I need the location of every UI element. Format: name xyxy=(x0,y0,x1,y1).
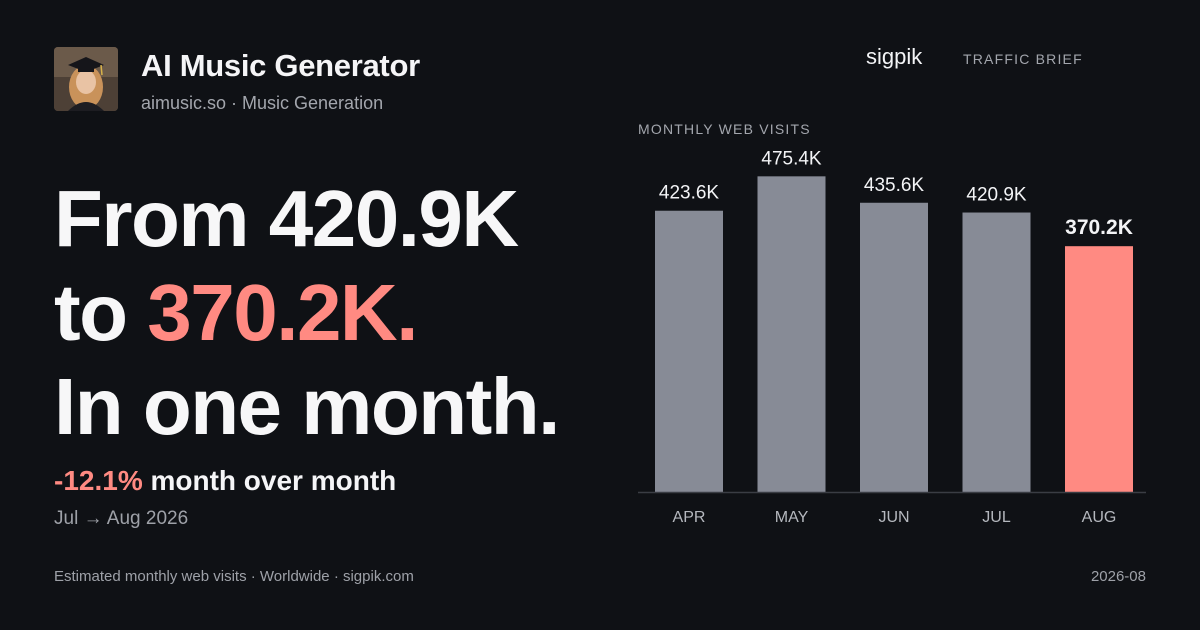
data-label-aug: 370.2K xyxy=(1065,216,1133,239)
bar-aug xyxy=(1065,246,1133,492)
data-label-jun: 435.6K xyxy=(864,175,925,196)
bar-jul xyxy=(962,212,1031,492)
change-period: Jul → Aug 2026 xyxy=(54,508,189,529)
bar-apr xyxy=(655,210,723,492)
bar-jun xyxy=(860,202,928,492)
data-label-may: 475.4K xyxy=(761,148,822,169)
change-value: -12.1% xyxy=(54,465,143,496)
tick-label-aug: AUG xyxy=(1082,509,1117,526)
change-label: month over month xyxy=(142,465,397,496)
footer-source: Estimated monthly web visits · Worldwide… xyxy=(54,568,414,585)
headline-line-3: In one month. xyxy=(54,362,560,451)
app-title: AI Music Generator xyxy=(141,48,420,83)
tick-label-jul: JUL xyxy=(982,509,1011,526)
section-label: TRAFFIC BRIEF xyxy=(963,51,1083,67)
app-subtitle: aimusic.so · Music Generation xyxy=(141,93,384,113)
avatar xyxy=(54,47,118,111)
data-label-jul: 420.9K xyxy=(966,185,1027,206)
tick-label-may: MAY xyxy=(775,509,809,526)
bar-may xyxy=(757,176,826,492)
headline-line-1: From 420.9K xyxy=(54,174,519,263)
headline-line-2-prefix: to xyxy=(54,268,148,357)
graduate-portrait-icon xyxy=(54,47,118,111)
change-line: -12.1% month over month xyxy=(54,465,396,497)
footer-date: 2026-08 xyxy=(1090,568,1146,585)
headline-line-2-accent: 370.2K. xyxy=(147,268,418,357)
headline: From 420.9K to 370.2K. In one month. xyxy=(54,172,560,454)
brand-name: sigpik xyxy=(866,44,923,69)
headline-line-2: to 370.2K. xyxy=(54,266,559,360)
tick-label-apr: APR xyxy=(673,509,706,526)
data-label-apr: 423.6K xyxy=(659,183,720,204)
tick-label-jun: JUN xyxy=(878,509,909,526)
chart-title: MONTHLY WEB VISITS xyxy=(638,121,811,137)
